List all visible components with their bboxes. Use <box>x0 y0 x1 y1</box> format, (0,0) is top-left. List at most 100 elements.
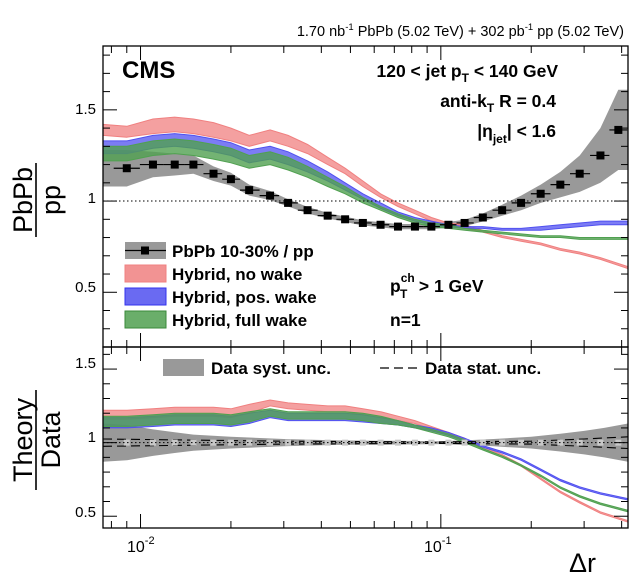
data-point <box>371 220 390 229</box>
top-ytick-0p5: 0.5 <box>75 279 96 296</box>
algo-sub: T <box>487 101 495 115</box>
bottom-center-marker <box>171 439 178 446</box>
data-point-marker <box>556 180 565 189</box>
bottom-center-marker <box>342 439 349 446</box>
data-point <box>279 198 298 207</box>
data-point-marker <box>596 151 605 160</box>
bottom-center-marker <box>394 439 401 446</box>
data-point <box>222 175 241 184</box>
jet-pt-pre: 120 < jet p <box>377 61 462 81</box>
axes-ticks <box>103 46 628 528</box>
bottom-center-marker <box>359 439 366 446</box>
legend-no-wake-swatch <box>124 264 167 283</box>
legend-no-wake-label: Hybrid, no wake <box>172 265 302 284</box>
legend-stat-label: Data stat. unc. <box>425 359 541 378</box>
data-point <box>297 206 318 215</box>
data-point-marker <box>245 186 254 195</box>
bottom-band-no-wake <box>103 399 628 523</box>
data-point-marker <box>410 222 419 231</box>
legend-syst-swatch <box>163 359 204 376</box>
legend-pos-wake-swatch <box>124 287 167 306</box>
top-panel-bands <box>103 89 628 270</box>
data-point-marker <box>170 160 179 169</box>
data-point-marker <box>393 222 402 231</box>
bottom-center-marker <box>149 439 156 446</box>
track-pt-label: pch T > 1 GeV <box>390 271 484 301</box>
legend-pos-wake-label: Hybrid, pos. wake <box>172 288 317 307</box>
data-point-marker <box>341 215 350 224</box>
lumi-pp-sup: -1 <box>525 22 533 33</box>
data-point-marker <box>614 125 623 134</box>
track-pt-sub: T <box>400 287 408 301</box>
data-point <box>456 218 474 227</box>
eta-post: | < 1.6 <box>507 121 556 141</box>
legend-syst-label: Data syst. unc. <box>211 359 331 378</box>
data-point-marker <box>358 218 367 227</box>
data-point <box>609 125 628 134</box>
jet-pt-post: < 140 GeV <box>469 61 558 81</box>
data-point <box>550 180 571 189</box>
top-band-full-wake <box>103 138 628 240</box>
data-point-marker <box>444 220 453 229</box>
data-point <box>184 160 204 169</box>
data-point <box>240 186 260 195</box>
bottom-ylabel-numerator: Theory <box>8 397 38 482</box>
lumi-pp-label: pp (5.02 TeV) <box>533 24 624 40</box>
xtick-1e-2-base: 10 <box>127 539 145 556</box>
data-point <box>473 213 493 222</box>
bot-ytick-0p5: 0.5 <box>75 504 96 521</box>
data-point-marker <box>122 164 131 173</box>
legend-data-label: PbPb 10-30% / pp <box>172 242 314 261</box>
lumi-pbpb-sup: -1 <box>345 22 353 33</box>
bottom-center-marker <box>518 439 525 446</box>
lumi-pbpb-label: PbPb (5.02 TeV) + 302 pb <box>354 24 525 40</box>
jet-pt-sub: T <box>462 71 470 85</box>
data-point-marker <box>536 189 545 198</box>
bottom-center-marker <box>377 439 384 446</box>
data-point <box>406 222 424 231</box>
n-label: n=1 <box>390 310 421 330</box>
data-point-marker <box>303 206 312 215</box>
legend-data-marker <box>141 246 149 255</box>
bottom-center-marker <box>499 439 506 446</box>
bottom-ylabel: Theory Data <box>8 390 66 490</box>
data-point <box>163 160 185 169</box>
top-legend: PbPb 10-30% / pp Hybrid, no wake Hybrid,… <box>124 242 317 330</box>
data-point <box>113 164 140 173</box>
data-point-marker <box>209 169 218 178</box>
bottom-panel-bands <box>103 399 628 523</box>
algo-post: R = 0.4 <box>494 91 556 111</box>
jet-pt-label: 120 < jet pT < 140 GeV <box>377 61 559 85</box>
data-point <box>317 211 337 220</box>
legend-full-wake-swatch <box>124 310 167 329</box>
top-ytick-1p5: 1.5 <box>75 101 96 118</box>
data-point-marker <box>189 160 198 169</box>
bottom-legend: Data syst. unc. Data stat. unc. <box>163 359 541 378</box>
bottom-band-full-wake <box>103 408 628 513</box>
data-point <box>353 218 372 227</box>
bottom-center-marker <box>479 439 486 446</box>
data-point <box>259 191 280 200</box>
xtick-1e-2: 10-2 <box>127 535 155 556</box>
legend-full-wake-label: Hybrid, full wake <box>172 311 307 330</box>
bottom-center-marker <box>227 439 234 446</box>
track-pt-p: p <box>390 276 401 296</box>
bottom-center-marker <box>267 439 274 446</box>
bottom-center-marker <box>461 439 468 446</box>
data-point-marker <box>427 222 436 231</box>
track-pt-post: > 1 GeV <box>414 276 484 296</box>
data-point-marker <box>517 198 526 207</box>
eta-sub: jet <box>492 132 507 146</box>
data-point-marker <box>478 213 487 222</box>
data-point <box>590 151 610 160</box>
eta-label: |ηjet| < 1.6 <box>477 121 556 146</box>
data-point-marker <box>266 191 275 200</box>
data-point <box>423 222 440 231</box>
bottom-stat-lo <box>103 442 628 450</box>
lumi-header: 1.70 nb-1 PbPb (5.02 TeV) + 302 pb-1 pp … <box>297 22 624 40</box>
data-point <box>336 215 354 224</box>
data-point-marker <box>323 211 332 220</box>
data-point <box>203 169 223 178</box>
